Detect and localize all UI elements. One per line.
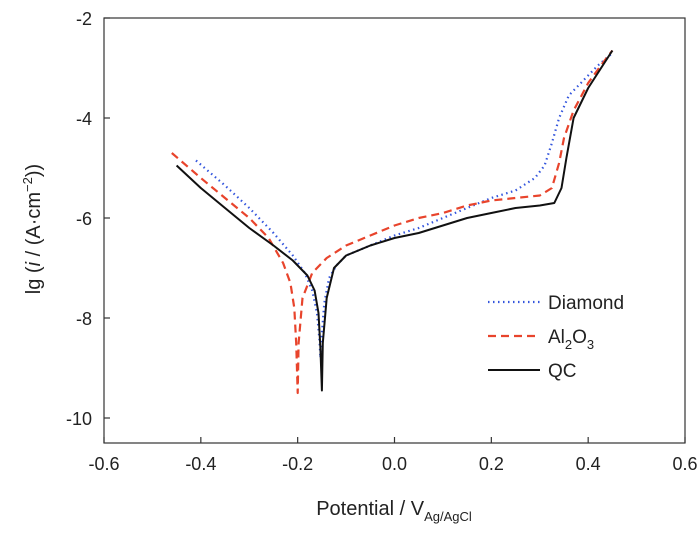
axis-ticks: -0.6 -0.4 -0.2 0.0 0.2 0.4 0.6 -2 -4 -6 -8 -10 bbox=[66, 9, 698, 474]
y-axis-title: lg (i / (A·cm−2)) bbox=[20, 164, 45, 294]
x-tick-label: -0.2 bbox=[282, 454, 313, 474]
series-line-al2o3 bbox=[171, 49, 614, 395]
legend-label: QC bbox=[548, 361, 577, 382]
y-tick-label: -2 bbox=[76, 9, 92, 29]
y-axis-title-italic: i bbox=[23, 261, 45, 266]
y-tick-label: -6 bbox=[76, 209, 92, 229]
y-tick-label: -10 bbox=[66, 409, 92, 429]
series-line-qc bbox=[175, 49, 614, 392]
curves-layer bbox=[171, 49, 614, 395]
x-axis-title-subscript: Ag/AgCl bbox=[424, 509, 472, 524]
y-tick-label: -8 bbox=[76, 309, 92, 329]
y-tick-label: -4 bbox=[76, 109, 92, 129]
x-tick-label: 0.0 bbox=[382, 454, 407, 474]
x-axis-title: Potential / VAg/AgCl bbox=[316, 498, 472, 524]
y-axis-title-superscript: −2 bbox=[20, 177, 35, 192]
plot-frame bbox=[103, 17, 686, 444]
x-tick-label: 0.2 bbox=[479, 454, 504, 474]
x-tick-label: -0.4 bbox=[185, 454, 216, 474]
legend-label: Diamond bbox=[548, 293, 624, 314]
legend: Diamond Al2O3 QC bbox=[488, 293, 624, 382]
x-tick-label: -0.6 bbox=[88, 454, 119, 474]
x-tick-label: 0.6 bbox=[672, 454, 697, 474]
legend-label: Al2O3 bbox=[548, 327, 594, 352]
x-tick-label: 0.4 bbox=[576, 454, 601, 474]
